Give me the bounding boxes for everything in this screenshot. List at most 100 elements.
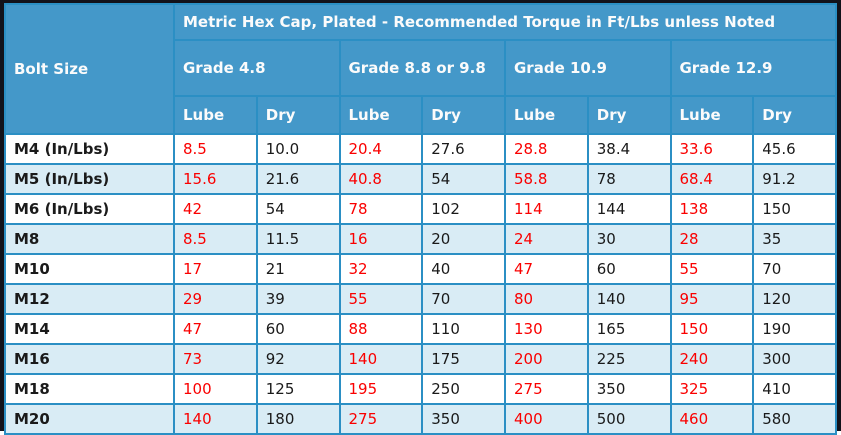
dry-torque-value: 11.5	[255, 223, 341, 255]
dry-torque-value: 70	[421, 283, 506, 315]
bolt-size-cell: M8	[4, 223, 175, 255]
table-row: M8 8.5 11.5 16 20 24 30 28 35	[4, 223, 837, 255]
grade-header-3: Grade 10.9	[504, 39, 672, 97]
dry-torque-value: 410	[752, 373, 837, 405]
dry-torque-value: 91.2	[752, 163, 837, 195]
dry-torque-value: 144	[586, 193, 672, 225]
lube-torque-value: 29	[173, 283, 258, 315]
dry-torque-value: 60	[255, 313, 341, 345]
lube-torque-value: 16	[338, 223, 424, 255]
subheader-dry-1: Dry	[255, 95, 341, 135]
lube-torque-value: 15.6	[173, 163, 258, 195]
lube-torque-value: 138	[669, 193, 755, 225]
lube-torque-value: 28.8	[504, 133, 589, 165]
dry-torque-value: 78	[586, 163, 672, 195]
bolt-size-cell: M16	[4, 343, 175, 375]
dry-torque-value: 20	[421, 223, 506, 255]
subheader-dry-3: Dry	[586, 95, 672, 135]
dry-torque-value: 175	[421, 343, 506, 375]
lube-dry-header-row: Lube Dry Lube Dry Lube Dry Lube Dry	[5, 95, 837, 135]
lube-torque-value: 130	[504, 313, 589, 345]
dry-torque-value: 350	[586, 373, 672, 405]
table-row: M4 (In/Lbs) 8.5 10.0 20.4 27.6 28.8 38.4 33.6 45…	[4, 133, 837, 165]
table-row: M6 (In/Lbs) 42 54 78 102 114 144 138 150	[4, 193, 837, 225]
lube-torque-value: 114	[504, 193, 589, 225]
lube-torque-value: 195	[338, 373, 424, 405]
dry-torque-value: 54	[421, 163, 506, 195]
torque-table: Bolt Size Metric Hex Cap, Plated - Recom…	[4, 3, 837, 435]
grade-header-1: Grade 4.8	[173, 39, 341, 97]
dry-torque-value: 45.6	[752, 133, 837, 165]
lube-torque-value: 200	[504, 343, 589, 375]
subheader-lube-1: Lube	[173, 95, 258, 135]
dry-torque-value: 180	[255, 403, 341, 435]
lube-torque-value: 73	[173, 343, 258, 375]
bolt-size-cell: M6 (In/Lbs)	[4, 193, 175, 225]
lube-torque-value: 400	[504, 403, 589, 435]
table-title: Metric Hex Cap, Plated - Recommended Tor…	[173, 3, 837, 41]
dry-torque-value: 500	[586, 403, 672, 435]
subheader-lube-4: Lube	[669, 95, 755, 135]
lube-torque-value: 33.6	[669, 133, 755, 165]
lube-torque-value: 28	[669, 223, 755, 255]
bolt-size-cell: M12	[4, 283, 175, 315]
dry-torque-value: 140	[586, 283, 672, 315]
table-row: M18 100 125 195 250 275 350 325 410	[4, 373, 837, 405]
table-header: Bolt Size Metric Hex Cap, Plated - Recom…	[4, 3, 837, 135]
bolt-size-header: Bolt Size	[4, 3, 175, 135]
lube-torque-value: 150	[669, 313, 755, 345]
lube-torque-value: 80	[504, 283, 589, 315]
lube-torque-value: 32	[338, 253, 424, 285]
dry-torque-value: 10.0	[255, 133, 341, 165]
bolt-size-cell: M18	[4, 373, 175, 405]
dry-torque-value: 40	[421, 253, 506, 285]
dry-torque-value: 190	[752, 313, 837, 345]
dry-torque-value: 70	[752, 253, 837, 285]
lube-torque-value: 8.5	[173, 133, 258, 165]
lube-torque-value: 460	[669, 403, 755, 435]
dry-torque-value: 54	[255, 193, 341, 225]
lube-torque-value: 8.5	[173, 223, 258, 255]
lube-torque-value: 40.8	[338, 163, 424, 195]
lube-torque-value: 100	[173, 373, 258, 405]
bolt-size-cell: M14	[4, 313, 175, 345]
bolt-size-cell: M4 (In/Lbs)	[4, 133, 175, 165]
lube-torque-value: 140	[338, 343, 424, 375]
dry-torque-value: 21	[255, 253, 341, 285]
lube-torque-value: 275	[338, 403, 424, 435]
subheader-dry-4: Dry	[752, 95, 837, 135]
dry-torque-value: 102	[421, 193, 506, 225]
dry-torque-value: 580	[752, 403, 837, 435]
dry-torque-value: 35	[752, 223, 837, 255]
subheader-lube-2: Lube	[338, 95, 424, 135]
dry-torque-value: 60	[586, 253, 672, 285]
dry-torque-value: 38.4	[586, 133, 672, 165]
lube-torque-value: 17	[173, 253, 258, 285]
dry-torque-value: 125	[255, 373, 341, 405]
lube-torque-value: 42	[173, 193, 258, 225]
table-body: M4 (In/Lbs) 8.5 10.0 20.4 27.6 28.8 38.4 33.6 45…	[4, 133, 837, 435]
dry-torque-value: 30	[586, 223, 672, 255]
dry-torque-value: 225	[586, 343, 672, 375]
lube-torque-value: 140	[173, 403, 258, 435]
lube-torque-value: 55	[338, 283, 424, 315]
table-row: M16 73 92 140 175 200 225 240 300	[4, 343, 837, 375]
dry-torque-value: 92	[255, 343, 341, 375]
lube-torque-value: 20.4	[338, 133, 424, 165]
table-row: M20 140 180 275 350 400 500 460 580	[4, 403, 837, 435]
grade-header-row: Grade 4.8 Grade 8.8 or 9.8 Grade 10.9 Grade…	[5, 39, 837, 97]
lube-torque-value: 58.8	[504, 163, 589, 195]
dry-torque-value: 250	[421, 373, 506, 405]
bolt-size-cell: M5 (In/Lbs)	[4, 163, 175, 195]
dry-torque-value: 150	[752, 193, 837, 225]
grade-header-2: Grade 8.8 or 9.8	[338, 39, 506, 97]
dry-torque-value: 110	[421, 313, 506, 345]
table-row: M5 (In/Lbs) 15.6 21.6 40.8 54 58.8 78 68.4 91.2	[4, 163, 837, 195]
subheader-lube-3: Lube	[504, 95, 589, 135]
lube-torque-value: 47	[504, 253, 589, 285]
dry-torque-value: 21.6	[255, 163, 341, 195]
lube-torque-value: 24	[504, 223, 589, 255]
table-row: M10 17 21 32 40 47 60 55 70	[4, 253, 837, 285]
dry-torque-value: 300	[752, 343, 837, 375]
table-row: M14 47 60 88 110 130 165 150 190	[4, 313, 837, 345]
